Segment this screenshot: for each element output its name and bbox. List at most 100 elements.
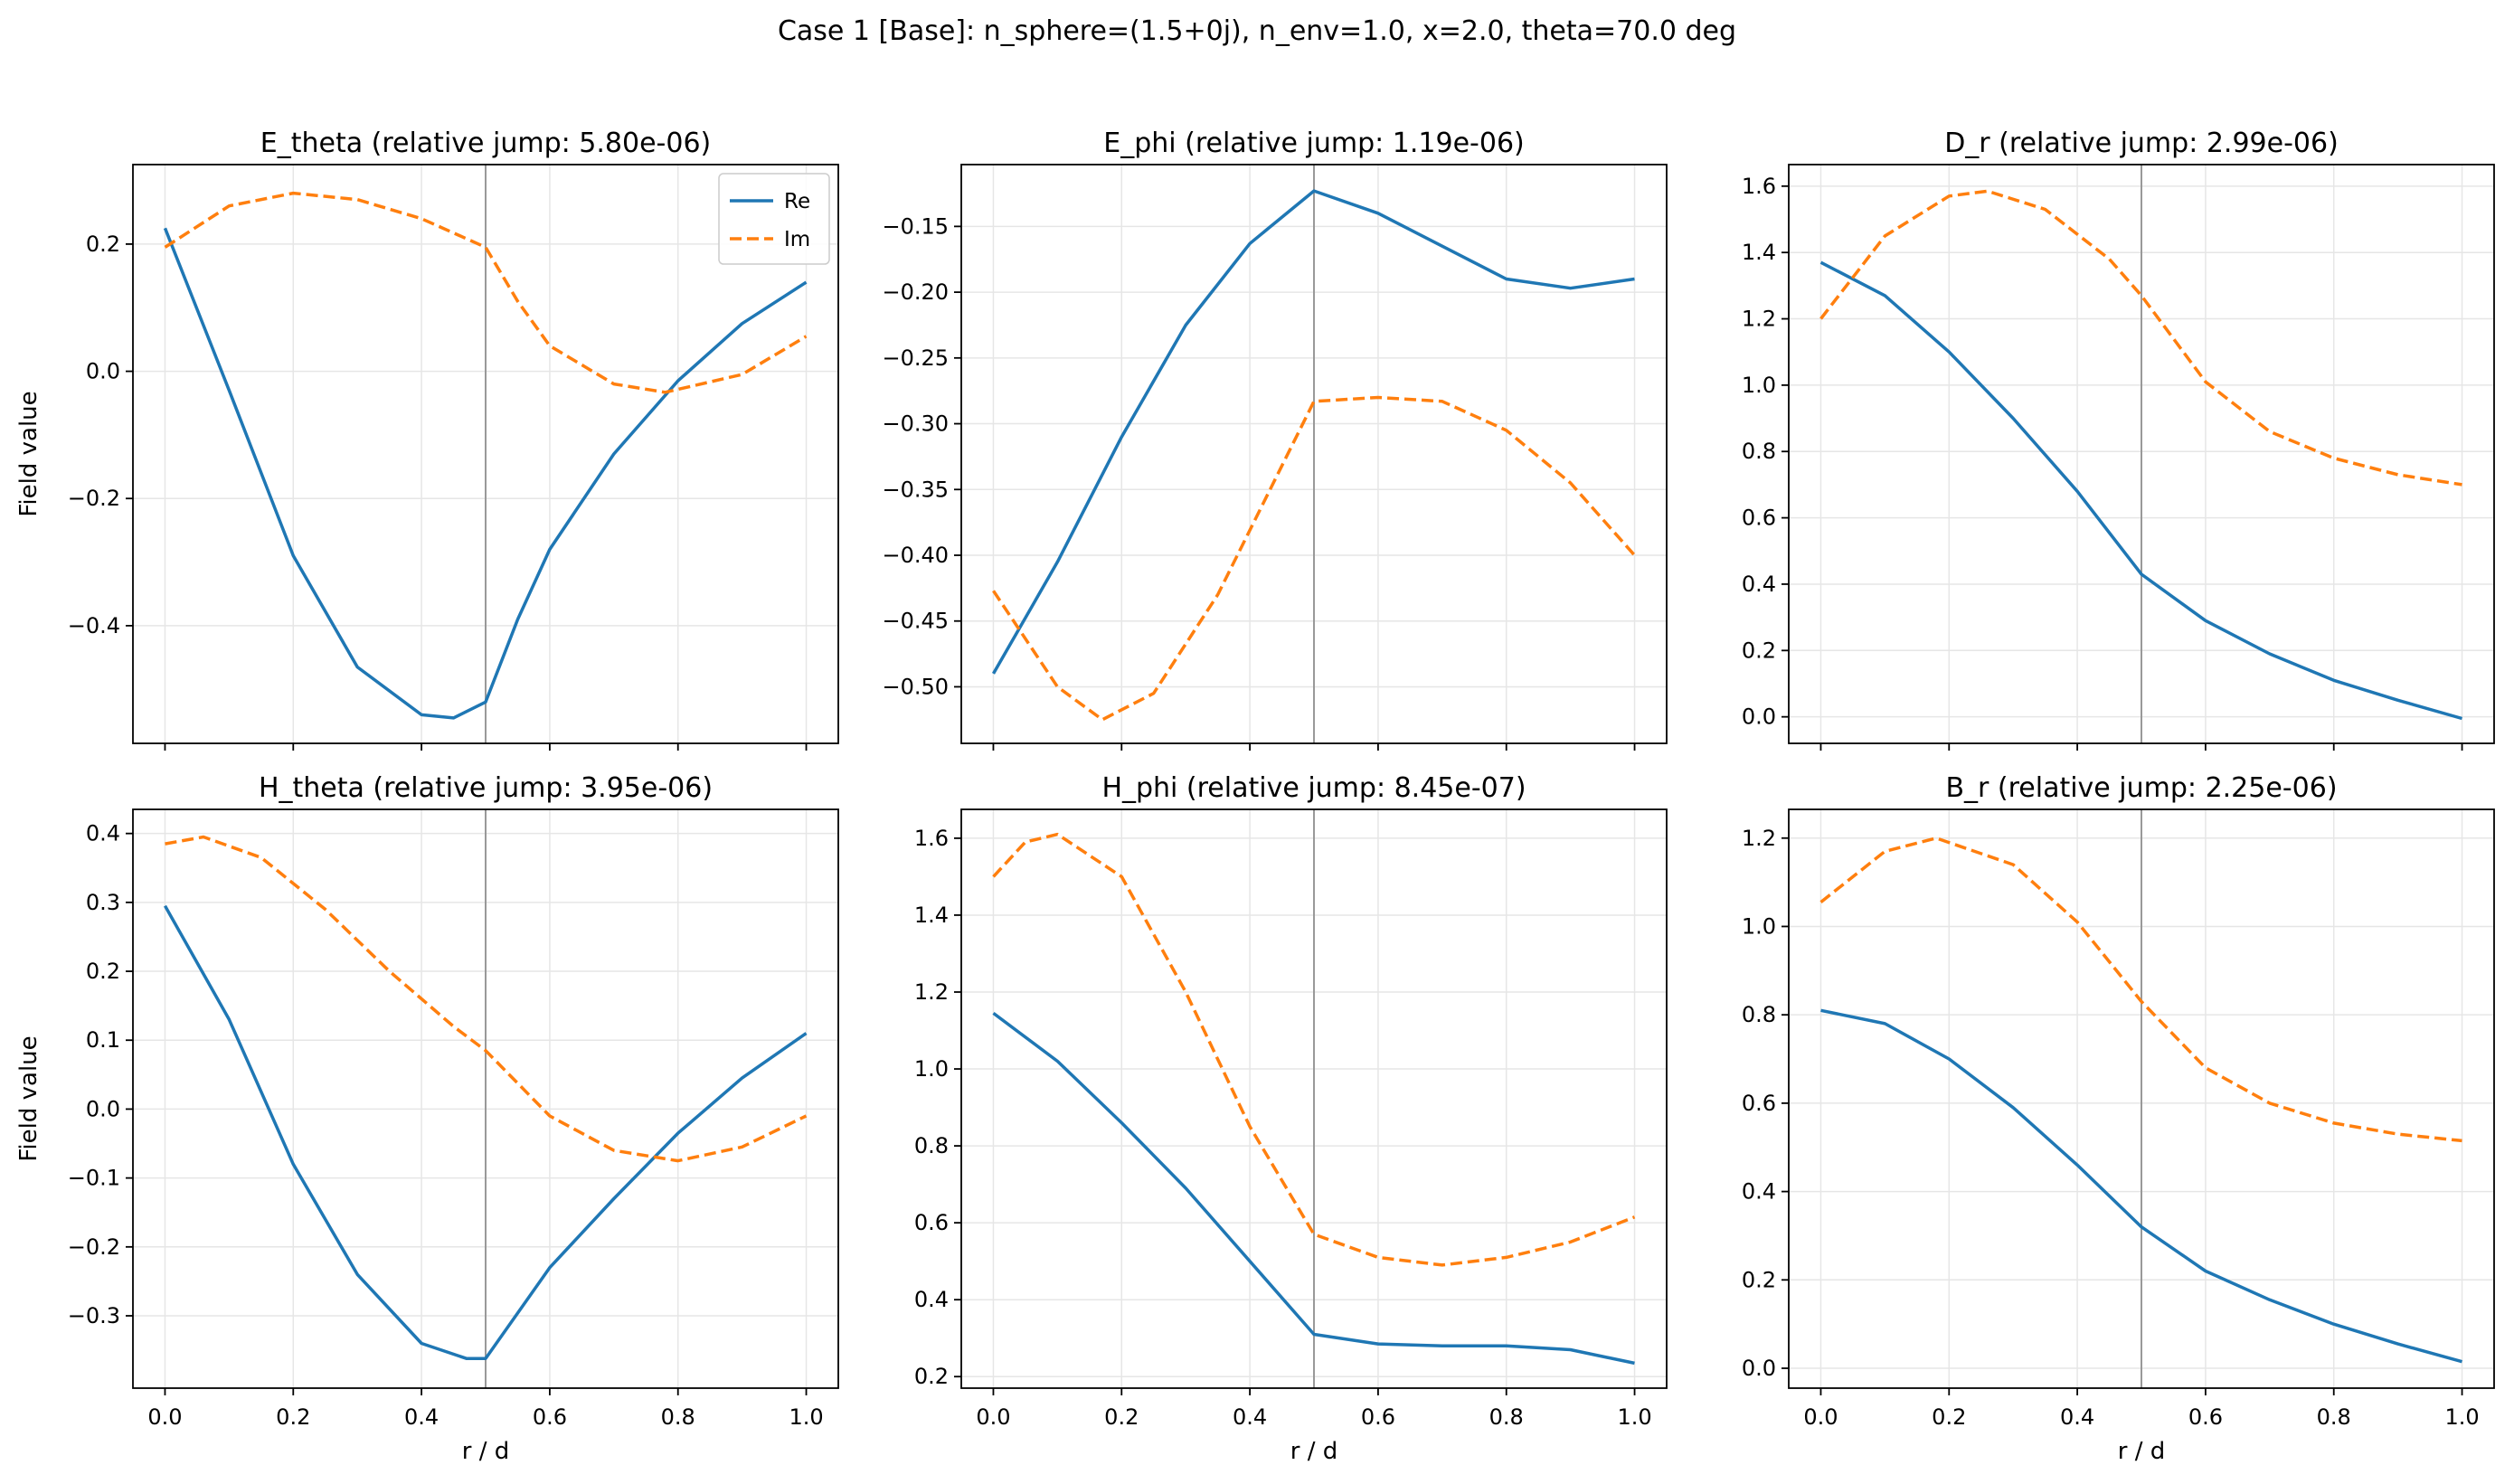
y-tick-label: 0.4 [1742, 572, 1776, 597]
y-tick-label: 1.2 [1742, 307, 1776, 332]
y-tick-label: 0.0 [1742, 704, 1776, 730]
series-line-re [1819, 260, 2462, 721]
x-tick-label: 0.4 [1233, 1404, 1267, 1430]
x-tick-label: 1.0 [2444, 1404, 2479, 1430]
y-tick-label: −0.40 [882, 543, 949, 568]
series-line-re [1820, 1008, 2462, 1364]
x-tick-label: 0.2 [276, 1404, 310, 1430]
y-tick-label: 0.8 [914, 1133, 949, 1158]
y-tick-label: 0.2 [914, 1364, 949, 1389]
y-tick-label: 0.6 [1742, 506, 1776, 531]
series-line-im [1819, 189, 2462, 487]
axes-frame [960, 164, 1668, 744]
y-tick-label: −0.20 [882, 279, 949, 305]
y-tick-label: −0.25 [882, 345, 949, 371]
x-axis-label: r / d [1290, 1438, 1337, 1465]
x-axis-label: r / d [462, 1438, 509, 1465]
chart-title: E_phi (relative jump: 1.19e-06) [1103, 128, 1525, 159]
y-tick-label: 1.6 [914, 826, 949, 851]
y-tick-label: 0.4 [86, 821, 120, 846]
y-tick-label: 0.0 [86, 1096, 120, 1121]
legend-label-im: Im [784, 228, 810, 251]
y-axis-label: Field value [15, 391, 43, 516]
x-tick-label: 0.8 [1489, 1404, 1524, 1430]
chart-panel-1: −0.4 −0.2 0.0 0.2 E_theta (relative jump: 5.… [15, 128, 839, 751]
y-tick-label: −0.4 [68, 613, 120, 638]
y-tick-label: 1.4 [914, 903, 949, 928]
y-tick-label: −0.35 [882, 477, 949, 502]
y-tick-label: 0.3 [86, 890, 120, 915]
series-line-im [164, 191, 808, 394]
x-axis-label: r / d [2118, 1438, 2165, 1465]
y-tick-label: 0.4 [914, 1287, 949, 1312]
axes-frame [132, 808, 839, 1389]
y-tick-label: 1.0 [914, 1056, 949, 1082]
chart-panel-3: 0.0 0.2 0.4 0.6 0.8 1.0 1.2 1.4 1.6 D_r (relative… [1742, 128, 2495, 751]
y-tick-label: 0.6 [914, 1210, 949, 1235]
y-tick-label: 0.8 [1742, 439, 1776, 464]
x-tick-label: 1.0 [789, 1404, 823, 1430]
x-tick-label: 1.0 [1617, 1404, 1651, 1430]
y-tick-label: −0.30 [882, 411, 949, 437]
axes-frame [132, 164, 839, 744]
chart-panel-5: 0.0 0.2 0.4 0.6 0.8 1.0 0.2 0.4 0.6 0.8 1.0 1.2 1.4 1… [914, 772, 1668, 1465]
figure-suptitle: Case 1 [Base]: n_sphere=(1.5+0j), n_env=… [778, 15, 1736, 47]
y-tick-label: −0.50 [882, 674, 949, 699]
y-tick-label: 0.0 [1742, 1356, 1776, 1381]
y-tick-label: 0.2 [1742, 1267, 1776, 1292]
series-line-re [163, 227, 808, 720]
x-tick-label: 0.2 [1104, 1404, 1139, 1430]
x-tick-label: 0.0 [147, 1404, 182, 1430]
y-tick-label: 0.4 [1742, 1179, 1776, 1205]
y-tick-label: 0.6 [1742, 1091, 1776, 1116]
x-tick-label: 0.6 [2188, 1404, 2223, 1430]
x-tick-label: 0.4 [404, 1404, 439, 1430]
chart-panel-2: −0.50 −0.45 −0.40 −0.35 −0.30 −0.25 −0.20 −0.15… [882, 128, 1668, 751]
y-tick-label: 1.2 [914, 979, 949, 1005]
y-tick-label: 0.8 [1742, 1002, 1776, 1027]
y-tick-label: −0.45 [882, 609, 949, 634]
y-tick-label: −0.1 [68, 1166, 120, 1191]
chart-panel-6: 0.0 0.2 0.4 0.6 0.8 1.0 0.0 0.2 0.4 0.6 0.8 1.0 1.2 B… [1742, 772, 2495, 1465]
series-line-im [1819, 837, 2462, 1143]
x-tick-label: 0.0 [976, 1404, 1010, 1430]
x-tick-label: 0.4 [2060, 1404, 2094, 1430]
y-tick-label: 0.2 [86, 232, 120, 257]
y-tick-label: −0.2 [68, 486, 120, 511]
series-line-im [165, 835, 808, 1163]
y-tick-label: 1.0 [1742, 373, 1776, 398]
y-tick-label: 0.0 [86, 359, 120, 384]
series-line-re [163, 904, 808, 1360]
y-tick-label: −0.2 [68, 1234, 120, 1260]
x-tick-label: 0.8 [661, 1404, 695, 1430]
y-tick-label: 0.2 [86, 959, 120, 984]
axes-frame [960, 808, 1668, 1389]
chart-title: H_phi (relative jump: 8.45e-07) [1101, 772, 1526, 804]
chart-title: B_r (relative jump: 2.25e-06) [1945, 772, 2337, 804]
legend: Re Im [718, 173, 830, 265]
chart-title: E_theta (relative jump: 5.80e-06) [260, 128, 712, 159]
chart-title: H_theta (relative jump: 3.95e-06) [259, 772, 713, 804]
y-tick-label: 0.2 [1742, 638, 1776, 663]
y-tick-label: 1.6 [1742, 174, 1776, 199]
y-tick-label: −0.3 [68, 1303, 120, 1328]
series-line-re [992, 1011, 1635, 1366]
series-line-im [992, 832, 1636, 1267]
x-tick-label: 0.6 [1361, 1404, 1395, 1430]
y-axis-label: Field value [15, 1035, 43, 1161]
chart-panel-4: 0.0 0.2 0.4 0.6 0.8 1.0 −0.3 −0.2 −0.1 0.0 0.1 0.2 0… [15, 772, 839, 1465]
x-tick-label: 0.2 [1932, 1404, 1966, 1430]
y-tick-label: 1.4 [1742, 240, 1776, 265]
axes-frame [1788, 808, 2495, 1389]
y-tick-label: 1.2 [1742, 826, 1776, 851]
y-tick-label: −0.15 [882, 213, 949, 239]
axes-frame [1788, 164, 2495, 744]
x-tick-label: 0.6 [533, 1404, 567, 1430]
chart-title: D_r (relative jump: 2.99e-06) [1944, 128, 2339, 159]
x-tick-label: 0.0 [1803, 1404, 1838, 1430]
x-tick-label: 0.8 [2317, 1404, 2351, 1430]
legend-label-re: Re [784, 190, 810, 213]
y-tick-label: 1.0 [1742, 913, 1776, 939]
legend-box [718, 173, 830, 265]
